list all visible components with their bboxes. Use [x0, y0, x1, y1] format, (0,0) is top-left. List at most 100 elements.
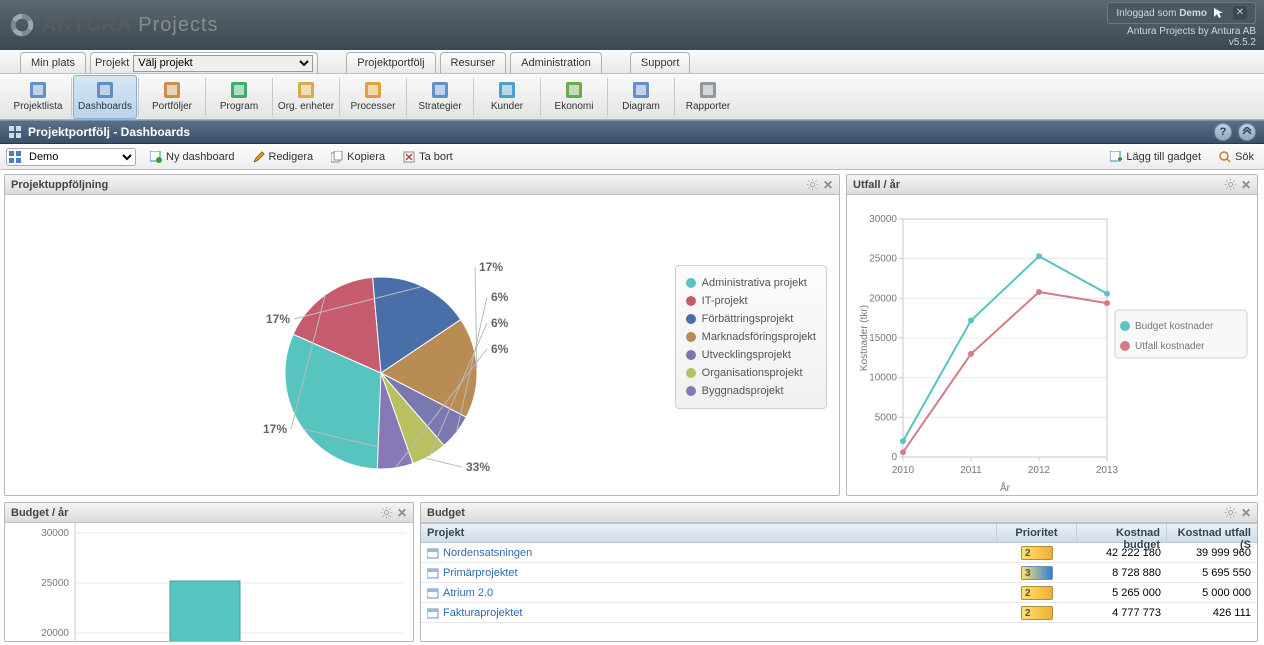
svg-text:17%: 17% — [479, 260, 503, 274]
cost-actual: 39 999 960 — [1167, 545, 1257, 561]
cost-actual: 5 000 000 — [1167, 585, 1257, 601]
add-gadget-button[interactable]: Lägg till gadget — [1106, 149, 1205, 165]
menu-row: Min plats Projekt Välj projekt Projektpo… — [0, 50, 1264, 74]
logo-icon — [8, 11, 36, 39]
svg-text:2011: 2011 — [960, 465, 982, 476]
action-bar: Demo Ny dashboard Redigera Kopiera Ta bo… — [0, 144, 1264, 170]
gear-icon[interactable] — [1224, 506, 1237, 519]
tool-org-enheter[interactable]: Org. enheter — [274, 75, 338, 119]
bar-chart: 200002500030000 — [5, 523, 413, 641]
svg-text:2012: 2012 — [1028, 465, 1051, 476]
tool-processer[interactable]: Processer — [341, 75, 405, 119]
dashboard-select[interactable]: Demo — [6, 148, 136, 166]
gadget-title: Budget — [427, 507, 465, 519]
cost-actual: 426 111 — [1167, 605, 1257, 621]
brand-text: ANTURA Projects — [42, 14, 219, 37]
tool-projektlista[interactable]: Projektlista — [6, 75, 70, 119]
gear-icon[interactable] — [380, 506, 393, 519]
tab-resurser[interactable]: Resurser — [440, 52, 507, 73]
brand-logo: ANTURA Projects — [8, 11, 219, 39]
login-text: Inloggad som Demo — [1116, 8, 1207, 19]
gadget-utfall-ar: Utfall / år ✕ 05000100001500020000250003… — [846, 174, 1258, 496]
delete-button[interactable]: Ta bort — [399, 149, 457, 165]
breadcrumb-bar: Projektportfölj - Dashboards ? — [0, 120, 1264, 144]
new-dashboard-button[interactable]: Ny dashboard — [146, 149, 239, 165]
close-icon[interactable]: ✕ — [1233, 6, 1247, 20]
svg-text:30000: 30000 — [869, 214, 897, 225]
svg-text:6%: 6% — [491, 290, 509, 304]
project-icon — [427, 607, 439, 619]
project-link[interactable]: Nordensatsningen — [443, 547, 532, 559]
cost-budget: 4 777 773 — [1077, 605, 1167, 621]
tab-min-plats[interactable]: Min plats — [20, 52, 86, 73]
table-row: Atrium 2.0 2 5 265 000 5 000 000 — [421, 583, 1257, 603]
close-icon[interactable]: ✕ — [1241, 507, 1251, 519]
svg-text:6%: 6% — [491, 342, 509, 356]
tool-program[interactable]: Program — [207, 75, 271, 119]
priority-badge: 2 — [1021, 546, 1053, 560]
pie-legend: Administrativa projektIT-projektFörbättr… — [675, 265, 827, 409]
toolbar: ProjektlistaDashboardsPortföljerProgramO… — [0, 74, 1264, 120]
svg-text:25000: 25000 — [41, 578, 69, 589]
cost-budget: 8 728 880 — [1077, 565, 1167, 581]
tool-rapporter[interactable]: Rapporter — [676, 75, 740, 119]
tab-projekt-label: Projekt — [95, 57, 129, 69]
tool-kunder[interactable]: Kunder — [475, 75, 539, 119]
gear-icon[interactable] — [1224, 178, 1237, 191]
tool-diagram[interactable]: Diagram — [609, 75, 673, 119]
legend-item: Administrativa projekt — [686, 274, 816, 292]
tool-portf-ljer[interactable]: Portföljer — [140, 75, 204, 119]
cost-budget: 5 265 000 — [1077, 585, 1167, 601]
tool-dashboards[interactable]: Dashboards — [73, 75, 137, 119]
gadget-title: Projektuppföljning — [11, 179, 108, 191]
copy-icon — [331, 151, 343, 163]
help-button[interactable]: ? — [1214, 123, 1232, 141]
table-row: Fakturaprojektet 2 4 777 773 426 111 — [421, 603, 1257, 623]
edit-icon — [253, 151, 265, 163]
priority-badge: 2 — [1021, 586, 1053, 600]
search-button[interactable]: Sök — [1215, 149, 1258, 165]
dashboard-icon — [8, 125, 22, 139]
gear-icon[interactable] — [806, 178, 819, 191]
table-row: Primärprojektet 3 8 728 880 5 695 550 — [421, 563, 1257, 583]
close-icon[interactable]: ✕ — [397, 507, 407, 519]
priority-badge: 3 — [1021, 566, 1053, 580]
legend-item: Byggnadsprojekt — [686, 382, 816, 400]
project-select[interactable]: Välj projekt — [133, 55, 313, 72]
svg-text:5000: 5000 — [875, 412, 898, 423]
svg-text:15000: 15000 — [869, 333, 897, 344]
svg-text:Budget kostnader: Budget kostnader — [1135, 321, 1214, 332]
tool-strategier[interactable]: Strategier — [408, 75, 472, 119]
svg-text:0: 0 — [891, 452, 897, 463]
edit-button[interactable]: Redigera — [249, 149, 318, 165]
tab-projekt[interactable]: Projekt Välj projekt — [90, 52, 318, 73]
svg-text:Utfall kostnader: Utfall kostnader — [1135, 341, 1205, 352]
tab-projektportfolj[interactable]: Projektportfölj — [346, 52, 435, 73]
header-right: Inloggad som Demo ✕ Antura Projects by A… — [1107, 2, 1256, 48]
project-icon — [427, 567, 439, 579]
tab-support[interactable]: Support — [630, 52, 691, 73]
project-icon — [427, 587, 439, 599]
project-link[interactable]: Primärprojektet — [443, 567, 518, 579]
legend-item: Utvecklingsprojekt — [686, 346, 816, 364]
gadget-budget-table: Budget ✕ Projekt Prioritet Kostnad budge… — [420, 502, 1258, 642]
tool-ekonomi[interactable]: Ekonomi — [542, 75, 606, 119]
tab-administration[interactable]: Administration — [510, 52, 602, 73]
copy-button[interactable]: Kopiera — [327, 149, 389, 165]
login-badge[interactable]: Inloggad som Demo ✕ — [1107, 2, 1256, 24]
add-gadget-icon — [1110, 151, 1122, 163]
svg-text:20000: 20000 — [869, 293, 897, 304]
project-link[interactable]: Atrium 2.0 — [443, 587, 493, 599]
svg-text:25000: 25000 — [869, 254, 897, 265]
gadget-projektuppfoljning: Projektuppföljning ✕ 33%17%17%17%6%6%6% … — [4, 174, 840, 496]
dashboard-select-icon — [9, 151, 21, 163]
cost-budget: 42 222 180 — [1077, 545, 1167, 561]
svg-text:30000: 30000 — [41, 528, 69, 539]
collapse-button[interactable] — [1238, 123, 1256, 141]
dashboard-area: Projektuppföljning ✕ 33%17%17%17%6%6%6% … — [0, 170, 1264, 645]
table-row: Nordensatsningen 2 42 222 180 39 999 960 — [421, 543, 1257, 563]
svg-text:2010: 2010 — [892, 465, 915, 476]
close-icon[interactable]: ✕ — [1241, 179, 1251, 191]
project-link[interactable]: Fakturaprojektet — [443, 607, 522, 619]
close-icon[interactable]: ✕ — [823, 179, 833, 191]
